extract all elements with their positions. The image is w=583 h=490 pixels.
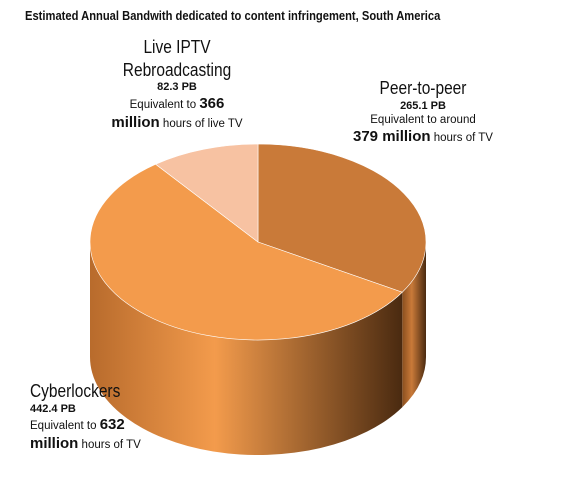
- cyberlockers-equiv-million: million: [30, 435, 79, 452]
- p2p-side-wall: [402, 242, 426, 408]
- p2p-name: Peer-to-peer: [379, 78, 467, 98]
- cyberlockers-equiv: Equivalent to 632: [30, 416, 160, 435]
- p2p-slice: [257, 143, 427, 293]
- iptv-name-line1: Live IPTV: [143, 37, 211, 57]
- cyberlockers-equiv-2: million hours of TV: [30, 435, 160, 454]
- iptv-name-line2: Rebroadcasting: [122, 59, 232, 80]
- cyberlockers-equiv-number: 632: [99, 416, 125, 434]
- iptv-equiv-million: million: [111, 113, 160, 131]
- iptv-equiv-prefix: Equivalent to: [129, 98, 197, 111]
- cyberlockers-side-wall: [90, 242, 403, 455]
- iptv-slice: [155, 143, 259, 243]
- p2p-label: Peer-to-peer 265.1 PB Equivalent to arou…: [333, 77, 513, 146]
- iptv-equiv-2: million hours of live TV: [92, 114, 262, 133]
- iptv-equiv-number: 366: [199, 94, 225, 112]
- iptv-label: Live IPTV Rebroadcasting 82.3 PB Equival…: [92, 36, 262, 132]
- chart-title: Estimated Annual Bandwith dedicated to c…: [25, 8, 441, 23]
- p2p-equiv-number: 379 million: [353, 127, 431, 145]
- p2p-equiv-2: 379 million hours of TV: [333, 128, 513, 147]
- iptv-value: 82.3 PB: [157, 81, 197, 93]
- cyberlockers-equiv-prefix: Equivalent to: [30, 420, 97, 433]
- p2p-equiv-prefix: Equivalent to around: [370, 114, 476, 127]
- cyberlockers-value: 442.4 PB: [30, 402, 76, 415]
- cyberlockers-slice: [89, 163, 403, 341]
- cyberlockers-equiv-suffix: hours of TV: [81, 439, 141, 451]
- p2p-equiv-suffix: hours of TV: [433, 131, 493, 144]
- cyberlockers-label: Cyberlockers 442.4 PB Equivalent to 632 …: [30, 380, 160, 454]
- iptv-equiv: Equivalent to 366: [92, 95, 262, 114]
- cyberlockers-name: Cyberlockers: [30, 381, 121, 401]
- p2p-value: 265.1 PB: [400, 99, 446, 112]
- iptv-equiv-suffix: hours of live TV: [162, 117, 243, 130]
